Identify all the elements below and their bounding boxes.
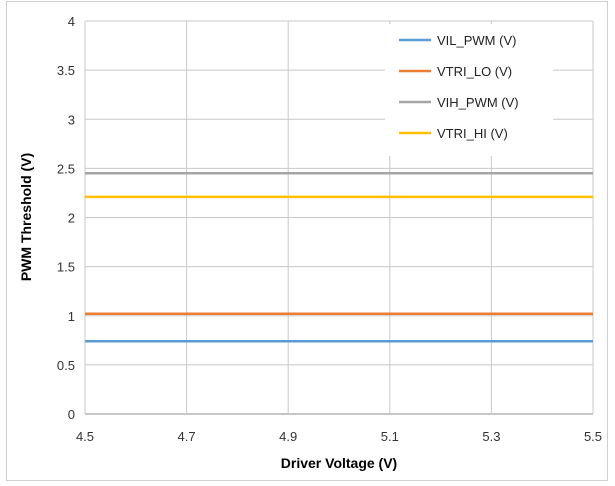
line-chart: 4.5 4.7 4.9 5.1 5.3 5.5 0 0.5 1 1.5 2 2.5 3 3.5 4 VIL… [18,14,602,471]
y-tick-label: 0.5 [57,358,75,373]
y-tick-label: 1 [68,309,75,324]
y-tick-label: 2 [68,211,75,226]
x-tick-label: 4.7 [178,429,196,444]
y-tick-label: 0 [68,407,75,422]
series-lines [85,172,593,343]
x-tick-label: 5.5 [584,429,602,444]
y-tick-label: 4 [68,14,75,29]
x-axis-title: Driver Voltage (V) [281,455,397,471]
x-tick-label: 5.1 [381,429,399,444]
legend: VIL_PWM (V) VTRI_LO (V) VIH_PWM (V) VTRI_HI… [399,33,519,141]
x-axis-ticks: 4.5 4.7 4.9 5.1 5.3 5.5 [76,429,602,444]
legend-label: VTRI_HI (V) [437,126,508,141]
legend-label: VTRI_LO (V) [437,64,512,79]
y-tick-label: 2.5 [57,161,75,176]
x-tick-label: 5.3 [482,429,500,444]
legend-label: VIH_PWM (V) [437,95,519,110]
y-tick-label: 1.5 [57,260,75,275]
y-axis-title: PWM Threshold (V) [18,153,34,281]
legend-label: VIL_PWM (V) [437,33,516,48]
y-tick-label: 3 [68,112,75,127]
x-tick-label: 4.5 [76,429,94,444]
y-axis-ticks: 0 0.5 1 1.5 2 2.5 3 3.5 4 [57,14,75,422]
gridlines [84,20,594,415]
y-tick-label: 3.5 [57,63,75,78]
chart-frame: 4.5 4.7 4.9 5.1 5.3 5.5 0 0.5 1 1.5 2 2.5 3 3.5 4 VIL… [6,1,608,481]
x-tick-label: 4.9 [279,429,297,444]
